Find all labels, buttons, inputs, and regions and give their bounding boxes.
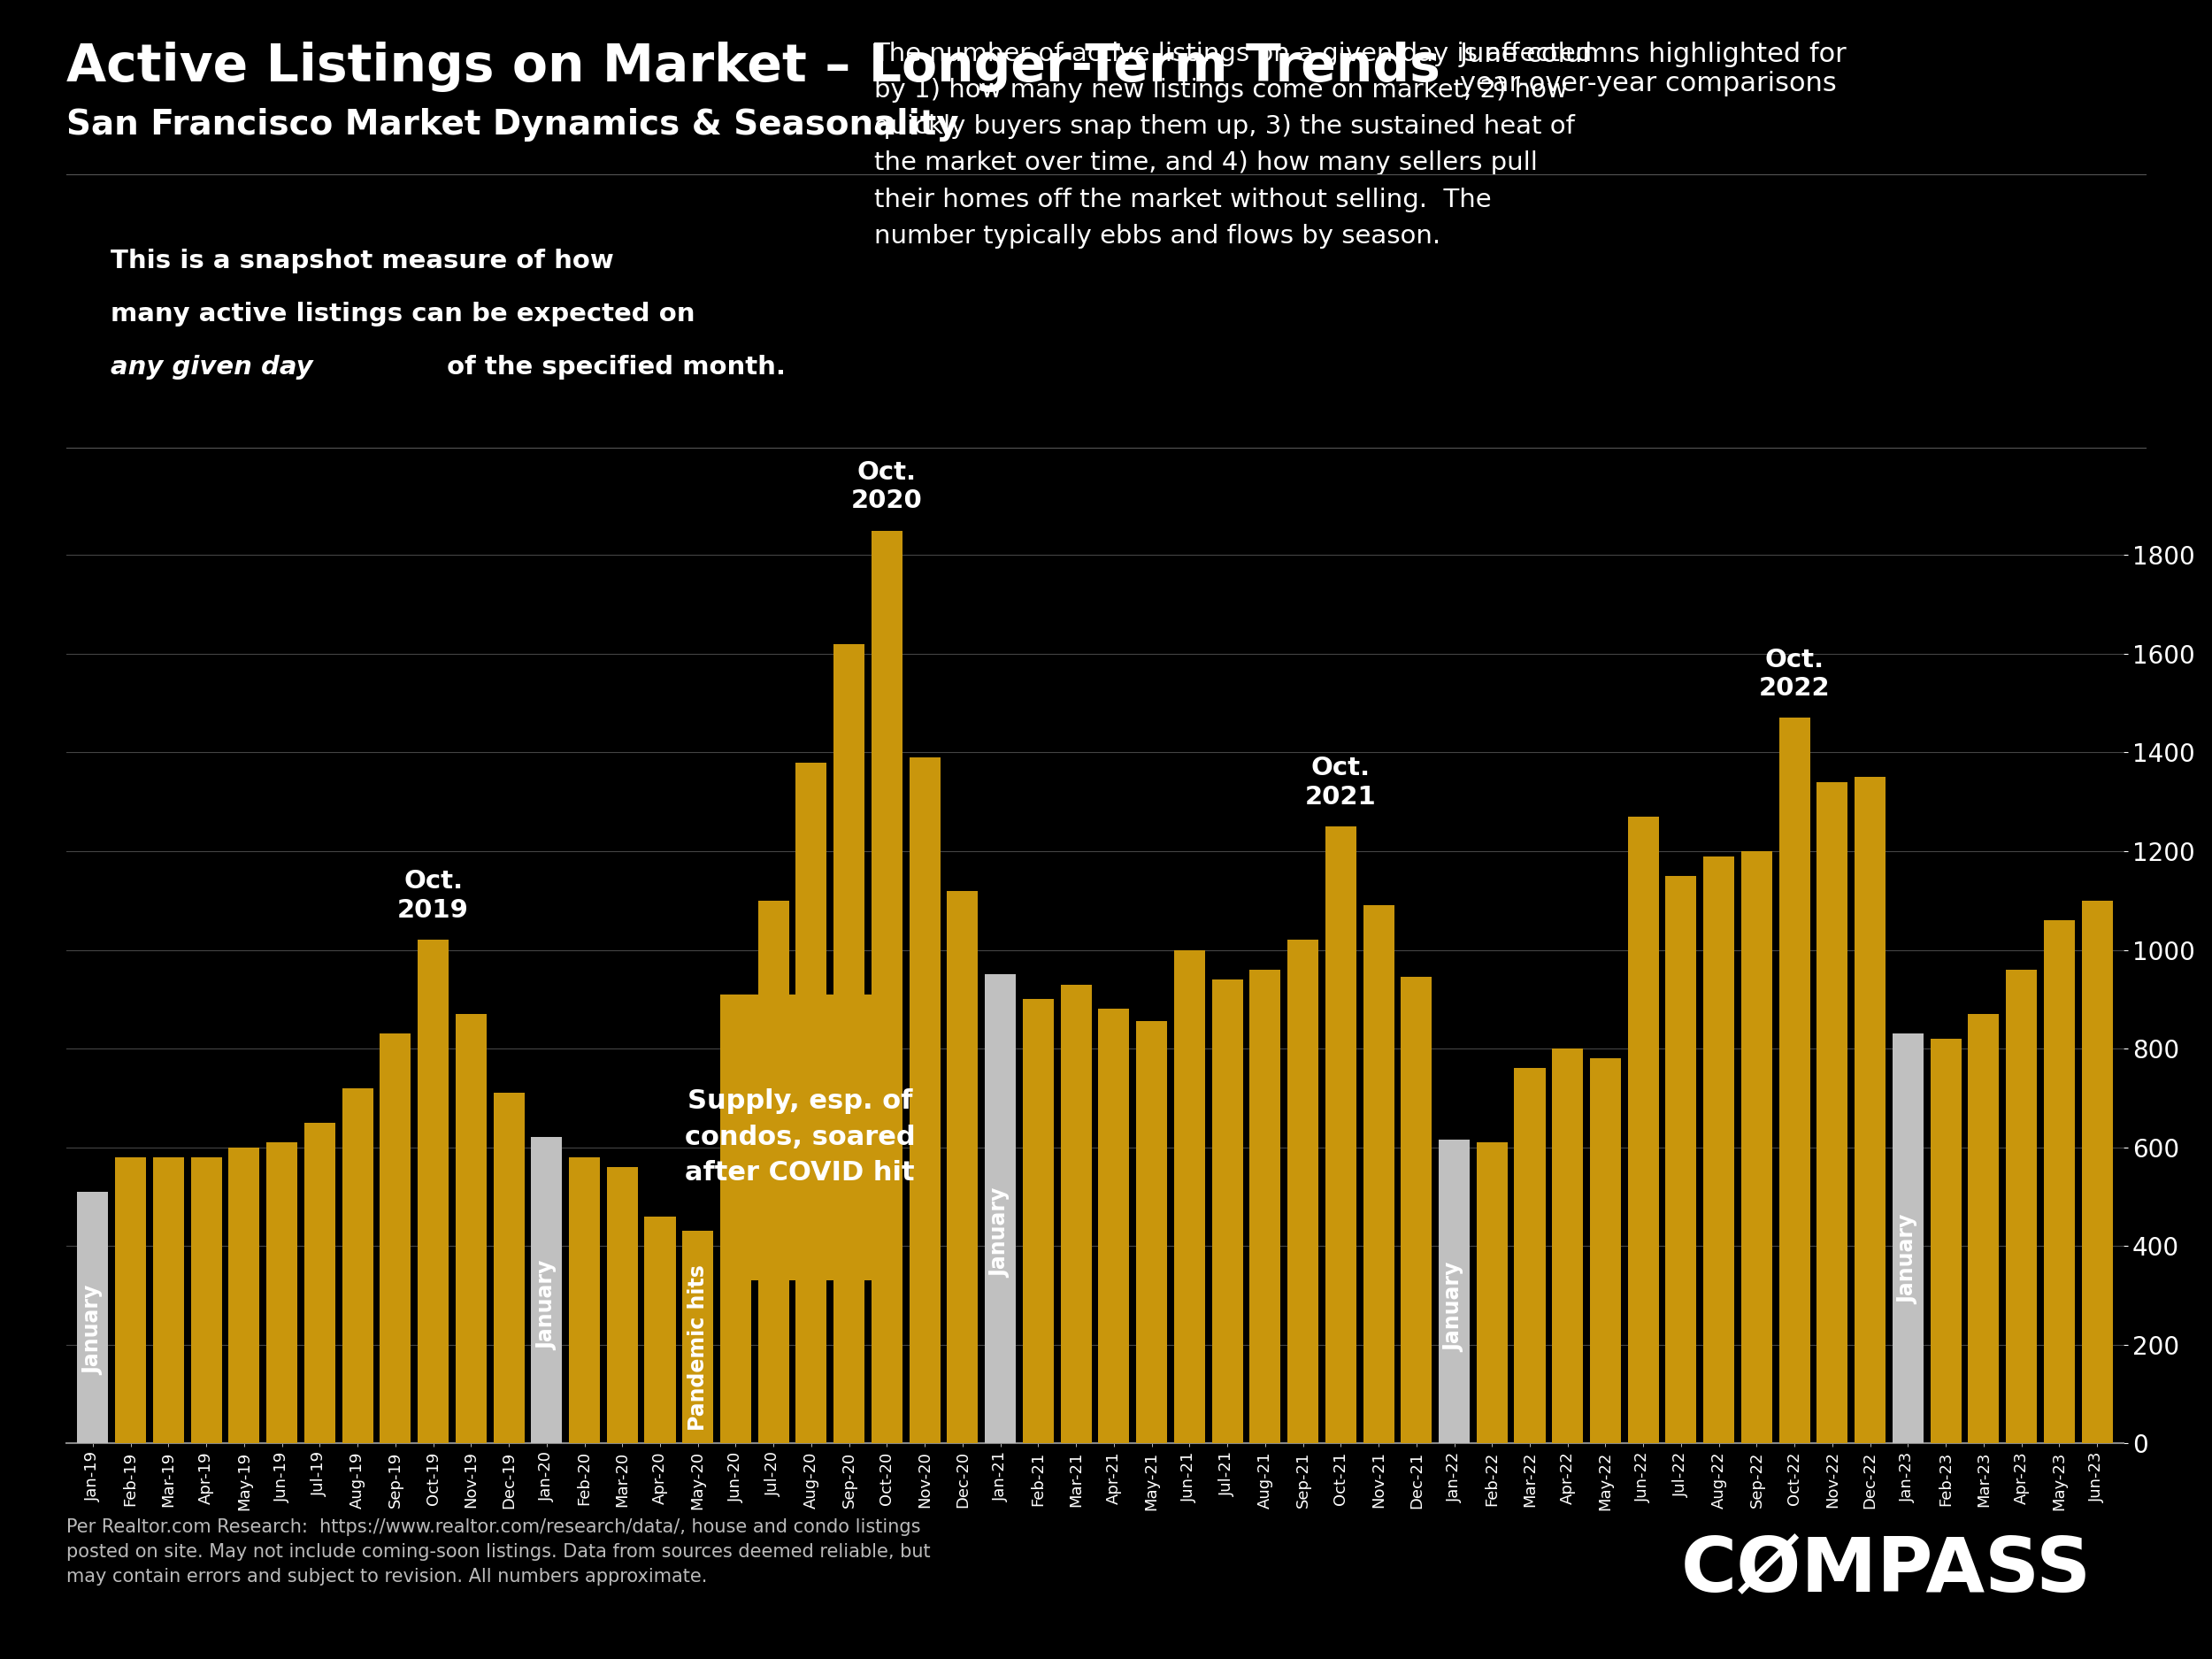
Text: Pandemic hits: Pandemic hits bbox=[688, 1264, 708, 1432]
Text: January: January bbox=[989, 1188, 1011, 1277]
Bar bbox=[265, 1143, 296, 1443]
Bar bbox=[1628, 816, 1659, 1443]
Bar bbox=[606, 1166, 637, 1443]
Bar bbox=[759, 901, 790, 1443]
Text: of the specified month.: of the specified month. bbox=[438, 355, 785, 380]
Bar bbox=[1175, 951, 1206, 1443]
Bar bbox=[984, 974, 1015, 1443]
Bar bbox=[456, 1014, 487, 1443]
Text: January: January bbox=[1898, 1214, 1918, 1304]
Bar bbox=[1816, 781, 1847, 1443]
Bar bbox=[872, 531, 902, 1443]
Bar bbox=[681, 1231, 714, 1443]
Bar bbox=[228, 1148, 259, 1443]
Text: Active Listings on Market – Longer-Term Trends: Active Listings on Market – Longer-Term … bbox=[66, 41, 1440, 91]
Bar bbox=[1553, 1048, 1584, 1443]
Bar bbox=[1250, 969, 1281, 1443]
Bar bbox=[1741, 851, 1772, 1443]
Text: January: January bbox=[1444, 1262, 1464, 1352]
Bar bbox=[1137, 1022, 1168, 1443]
Bar bbox=[1022, 999, 1053, 1443]
Bar bbox=[1099, 1009, 1130, 1443]
Bar bbox=[153, 1156, 184, 1443]
Bar bbox=[1400, 977, 1431, 1443]
Bar bbox=[2044, 921, 2075, 1443]
Bar bbox=[77, 1191, 108, 1443]
Bar bbox=[796, 763, 827, 1443]
Bar bbox=[343, 1088, 374, 1443]
Bar bbox=[115, 1156, 146, 1443]
Bar bbox=[1060, 984, 1091, 1443]
Text: The number of active listings on a given day is affected
by 1) how many new list: The number of active listings on a given… bbox=[874, 41, 1593, 249]
Bar bbox=[1515, 1068, 1546, 1443]
Bar bbox=[1893, 1034, 1924, 1443]
Bar bbox=[1212, 979, 1243, 1443]
Bar bbox=[1666, 876, 1697, 1443]
Bar bbox=[531, 1138, 562, 1443]
Text: January: January bbox=[535, 1261, 557, 1350]
Bar bbox=[1778, 718, 1809, 1443]
Bar bbox=[1590, 1058, 1621, 1443]
Text: June columns highlighted for
year-over-year comparisons: June columns highlighted for year-over-y… bbox=[1460, 41, 1847, 96]
Bar bbox=[1325, 826, 1356, 1443]
Text: Oct.
2021: Oct. 2021 bbox=[1305, 757, 1376, 810]
Bar bbox=[2006, 969, 2037, 1443]
Bar bbox=[2081, 901, 2112, 1443]
Bar bbox=[1854, 776, 1885, 1443]
Text: This is a snapshot measure of how: This is a snapshot measure of how bbox=[111, 249, 615, 274]
Bar bbox=[1363, 906, 1394, 1443]
Bar bbox=[909, 758, 940, 1443]
FancyBboxPatch shape bbox=[721, 994, 880, 1281]
Bar bbox=[380, 1034, 411, 1443]
Bar bbox=[1703, 856, 1734, 1443]
Text: Oct.
2019: Oct. 2019 bbox=[398, 869, 469, 922]
Text: many active listings can be expected on: many active listings can be expected on bbox=[111, 302, 695, 327]
Bar bbox=[1475, 1143, 1509, 1443]
Text: San Francisco Market Dynamics & Seasonality: San Francisco Market Dynamics & Seasonal… bbox=[66, 108, 958, 141]
Bar bbox=[1438, 1140, 1469, 1443]
Bar bbox=[190, 1156, 221, 1443]
Bar bbox=[644, 1216, 675, 1443]
Bar bbox=[493, 1093, 524, 1443]
Bar bbox=[721, 1063, 752, 1443]
Text: CØMPASS: CØMPASS bbox=[1681, 1535, 2093, 1608]
Bar bbox=[568, 1156, 599, 1443]
Bar bbox=[947, 891, 978, 1443]
Bar bbox=[1287, 941, 1318, 1443]
Text: Per Realtor.com Research:  https://www.realtor.com/research/data/, house and con: Per Realtor.com Research: https://www.re… bbox=[66, 1518, 931, 1586]
Text: any given day: any given day bbox=[111, 355, 312, 380]
Bar bbox=[1969, 1014, 2000, 1443]
Bar bbox=[1931, 1039, 1962, 1443]
Bar bbox=[305, 1123, 336, 1443]
Text: Oct.
2020: Oct. 2020 bbox=[852, 460, 922, 513]
Text: Supply, esp. of
condos, soared
after COVID hit: Supply, esp. of condos, soared after COV… bbox=[686, 1088, 916, 1186]
Text: Oct.
2022: Oct. 2022 bbox=[1759, 647, 1829, 700]
Bar bbox=[418, 941, 449, 1443]
Text: January: January bbox=[82, 1286, 104, 1375]
Bar bbox=[834, 644, 865, 1443]
